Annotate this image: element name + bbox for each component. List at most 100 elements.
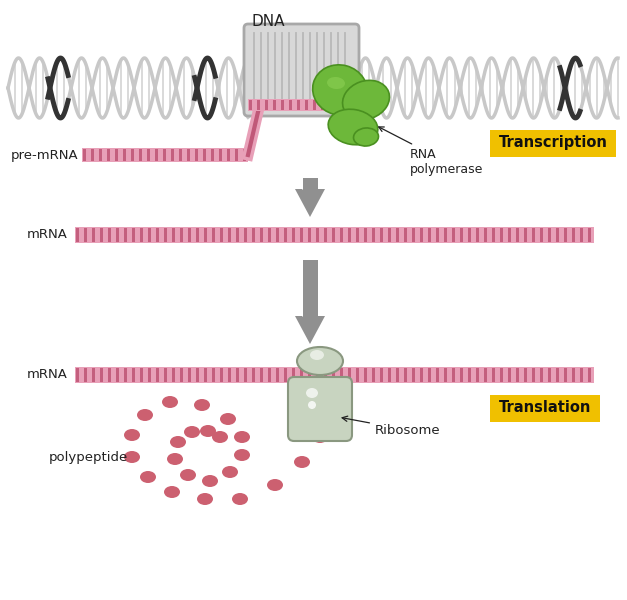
Ellipse shape [197,493,213,505]
FancyBboxPatch shape [490,130,616,157]
Bar [524,368,527,382]
Bar [516,228,519,242]
Bar [532,228,535,242]
Bar [500,368,503,382]
Bar [540,368,543,382]
Bar [428,368,431,382]
Text: mRNA: mRNA [27,368,68,382]
Bar [220,368,223,382]
Ellipse shape [200,425,216,437]
Bar [302,178,317,190]
Bar [292,368,295,382]
Bar [556,228,559,242]
Bar [204,368,207,382]
Bar [500,228,503,242]
Bar [404,228,407,242]
Ellipse shape [194,399,210,411]
Bar [156,228,159,242]
Bar [508,228,511,242]
Bar [348,368,351,382]
Bar [273,100,276,110]
Bar [260,368,263,382]
Bar [212,368,215,382]
Bar [380,368,383,382]
Bar [281,100,284,110]
FancyBboxPatch shape [244,24,359,116]
Bar [252,368,255,382]
Bar [76,228,79,242]
Text: DNA: DNA [251,14,285,29]
Bar [265,100,268,110]
Bar [211,149,214,161]
Ellipse shape [306,388,318,398]
Bar [212,228,215,242]
Bar [396,368,399,382]
Bar [460,368,463,382]
Bar [180,228,183,242]
Bar [380,228,383,242]
Text: Ribosome: Ribosome [342,416,441,437]
Bar [524,228,527,242]
Text: polypeptide: polypeptide [48,451,128,464]
Bar [532,368,535,382]
Bar [140,368,143,382]
Bar [91,149,94,161]
Bar [356,228,359,242]
Bar [100,368,103,382]
Bar [235,149,238,161]
Bar [83,149,86,161]
Bar [195,149,198,161]
Bar [124,368,127,382]
Bar [164,228,167,242]
Ellipse shape [124,429,140,441]
Bar [548,368,551,382]
Bar [100,228,103,242]
Ellipse shape [137,409,153,421]
Bar [228,368,231,382]
Ellipse shape [313,65,367,115]
Ellipse shape [342,80,389,119]
Bar [364,368,367,382]
Bar [244,228,247,242]
Bar [588,368,591,382]
Bar [468,368,471,382]
Bar [588,228,591,242]
Bar [300,368,303,382]
Bar [316,228,319,242]
Bar [484,228,487,242]
Bar [300,228,303,242]
Ellipse shape [234,431,250,443]
Ellipse shape [234,449,250,461]
FancyBboxPatch shape [490,395,600,422]
Ellipse shape [310,350,324,360]
Bar [305,100,308,110]
Bar [187,149,190,161]
Bar [249,100,252,110]
Bar [444,368,447,382]
Bar [188,368,191,382]
Bar [99,149,102,161]
Bar [460,228,463,242]
Circle shape [308,401,316,409]
Ellipse shape [184,426,200,438]
FancyArrow shape [295,189,325,217]
Bar [180,368,183,382]
Bar [492,368,495,382]
Ellipse shape [327,77,345,89]
Ellipse shape [212,431,228,443]
Bar [412,368,415,382]
Bar [428,228,431,242]
Bar [203,149,206,161]
Bar [292,228,295,242]
Ellipse shape [180,469,196,481]
Bar [124,228,127,242]
Bar [188,228,191,242]
Bar [476,228,479,242]
Bar [372,228,375,242]
Bar [321,100,324,110]
Bar [436,368,439,382]
Ellipse shape [124,451,140,463]
Bar [163,149,166,161]
Bar [289,100,292,110]
Bar [324,228,327,242]
